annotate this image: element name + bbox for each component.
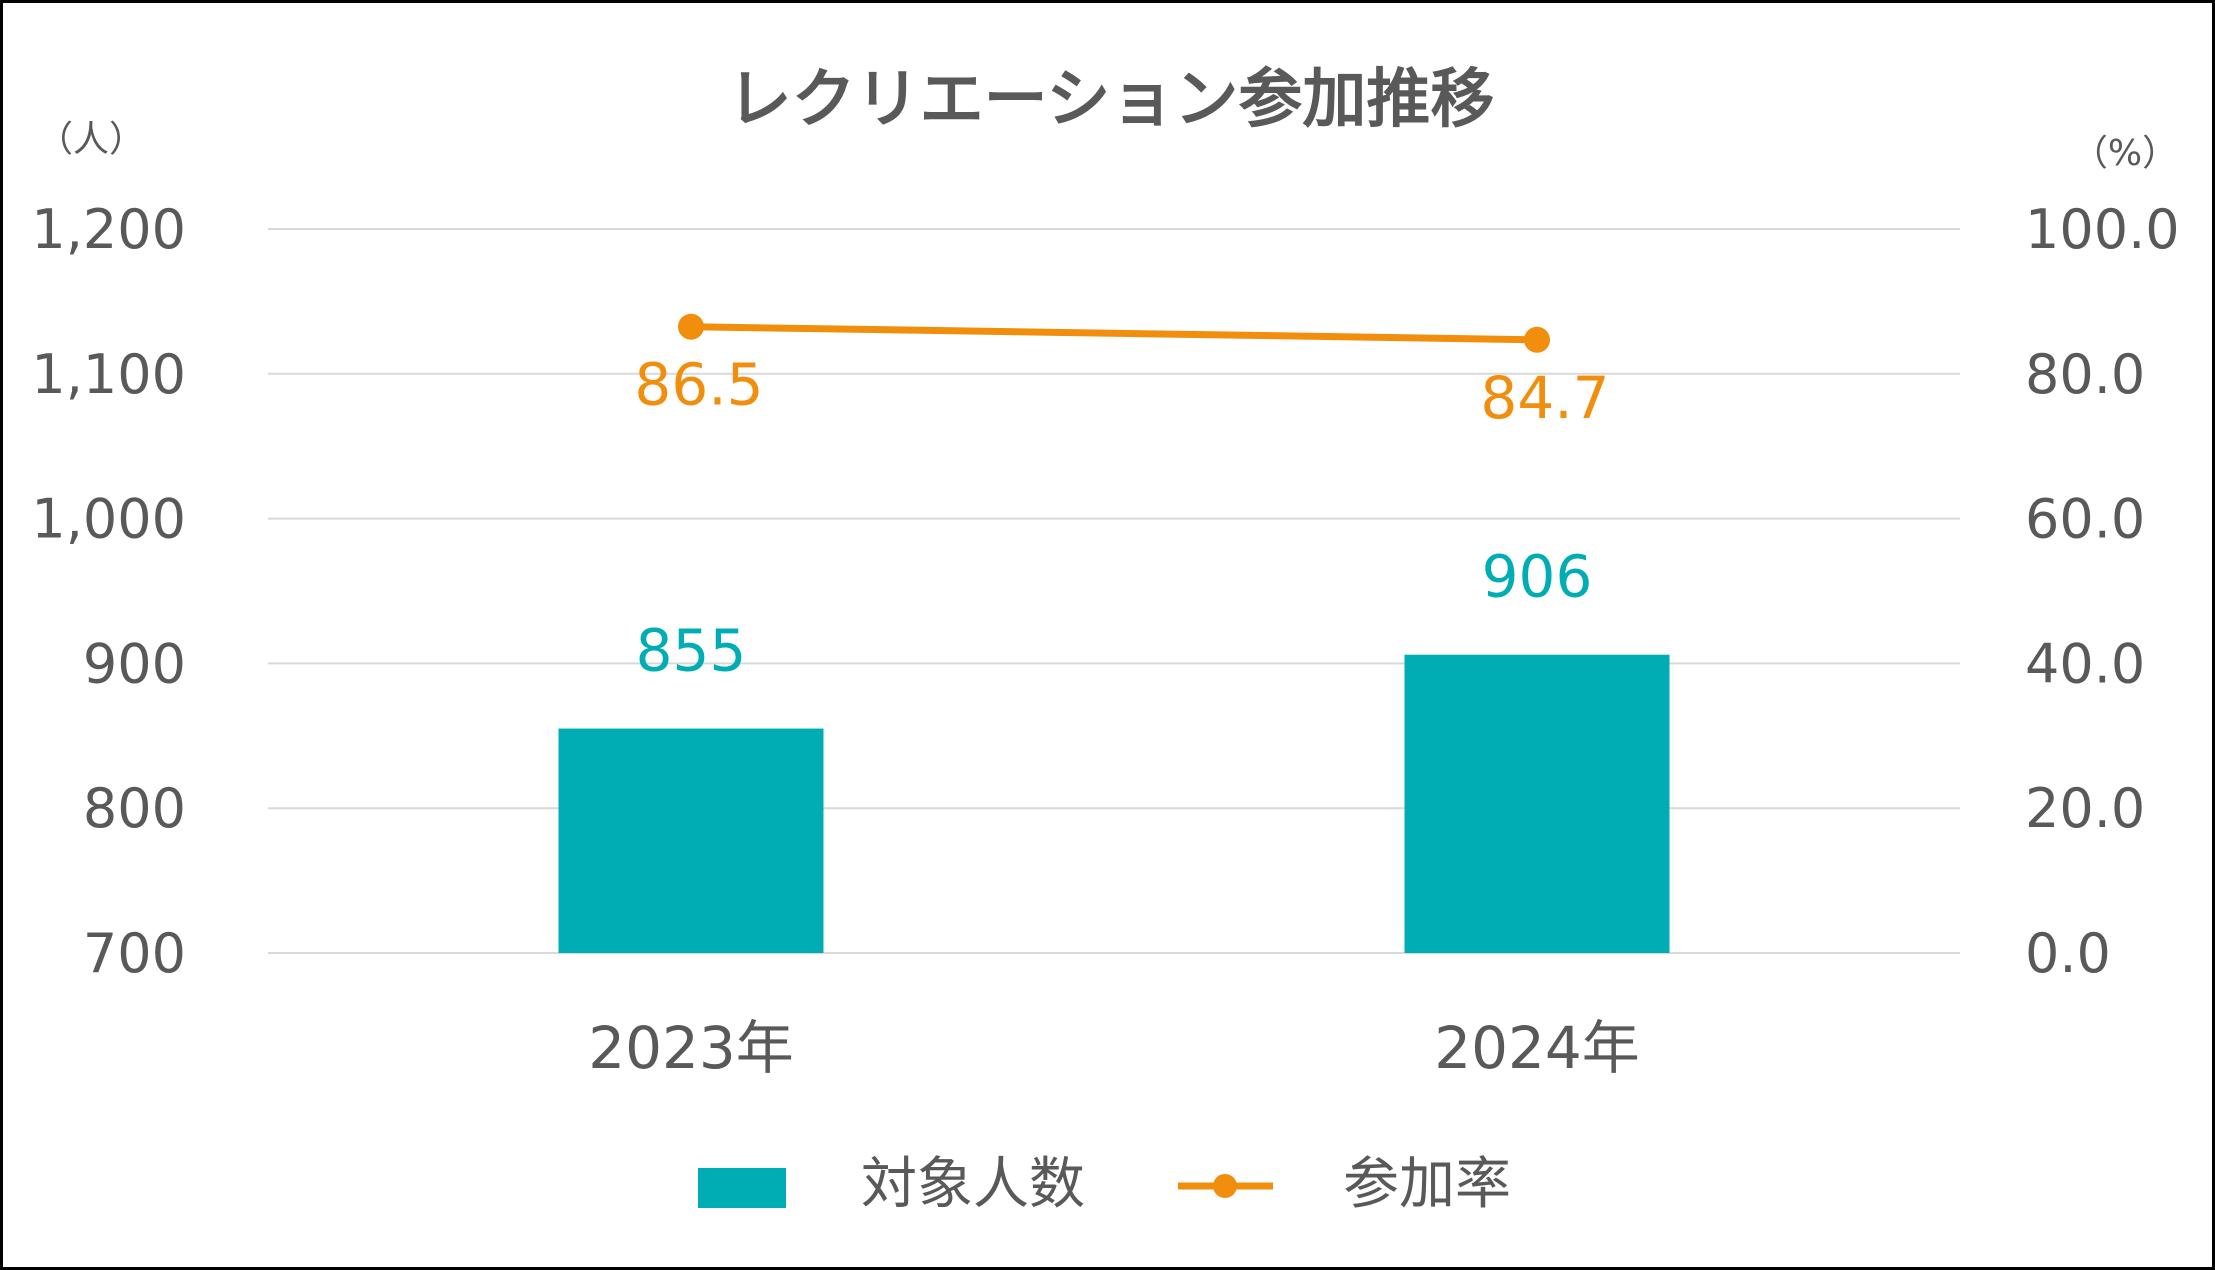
right-tick-label: 100.0 bbox=[2025, 198, 2180, 261]
line-path bbox=[690, 323, 1538, 344]
bar-series: 855 906 bbox=[558, 543, 1670, 953]
left-tick-label: 900 bbox=[83, 632, 186, 695]
left-tick-label: 700 bbox=[83, 922, 186, 985]
category-label: 2023年 bbox=[588, 1014, 794, 1082]
legend: 対象人数 参加率 bbox=[698, 1152, 1511, 1217]
left-axis-tick-labels: 700 800 900 1,000 1,100 1,200 bbox=[31, 198, 186, 985]
right-tick-label: 40.0 bbox=[2025, 632, 2145, 695]
legend-line-label: 参加率 bbox=[1343, 1152, 1511, 1217]
bar bbox=[558, 728, 824, 953]
right-axis-tick-labels: 0.0 20.0 40.0 60.0 80.0 100.0 bbox=[2025, 198, 2180, 985]
right-tick-label: 80.0 bbox=[2025, 343, 2145, 406]
right-tick-label: 0.0 bbox=[2025, 922, 2111, 985]
category-labels: 2023年 2024年 bbox=[588, 1014, 1640, 1082]
right-axis-unit-label: （%） bbox=[2072, 133, 2178, 174]
bar-value-label: 855 bbox=[636, 617, 747, 685]
gridlines bbox=[268, 228, 1960, 954]
right-tick-label: 20.0 bbox=[2025, 777, 2145, 840]
bar-value-label: 906 bbox=[1482, 543, 1593, 611]
line-point bbox=[678, 313, 704, 340]
line-point bbox=[1524, 326, 1550, 353]
line-value-label: 84.7 bbox=[1480, 364, 1609, 432]
bar bbox=[1404, 654, 1670, 953]
line-series: 86.5 84.7 bbox=[634, 313, 1610, 432]
right-tick-label: 60.0 bbox=[2025, 488, 2145, 551]
legend-bar-swatch bbox=[698, 1168, 786, 1208]
line-value-label: 86.5 bbox=[634, 351, 763, 419]
left-tick-label: 1,200 bbox=[31, 198, 186, 261]
legend-bar-label: 対象人数 bbox=[861, 1152, 1085, 1217]
left-axis-unit-label: （人） bbox=[37, 119, 145, 160]
chart-title: レクリエーション参加推移 bbox=[728, 63, 1495, 137]
combo-chart: レクリエーション参加推移 （人） （%） 700 800 900 1,000 1,100… bbox=[31, 63, 2180, 1217]
left-tick-label: 800 bbox=[83, 777, 186, 840]
left-tick-label: 1,100 bbox=[31, 343, 186, 406]
legend-line-marker bbox=[1213, 1174, 1237, 1198]
category-label: 2024年 bbox=[1434, 1014, 1640, 1082]
left-tick-label: 1,000 bbox=[31, 488, 186, 551]
